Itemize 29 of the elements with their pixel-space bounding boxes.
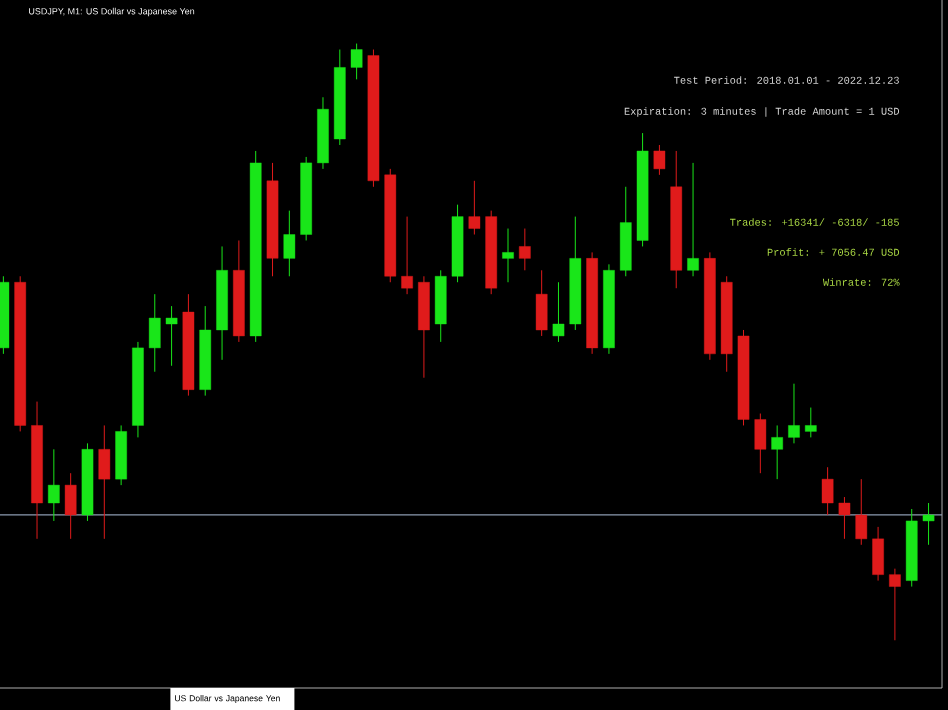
candlestick bbox=[922, 502, 935, 546]
candlestick bbox=[148, 293, 161, 373]
candlestick bbox=[502, 228, 514, 283]
candlestick bbox=[64, 472, 77, 540]
candlestick bbox=[855, 478, 868, 546]
candlestick bbox=[552, 281, 565, 343]
candlestick bbox=[115, 424, 127, 486]
candlestick bbox=[48, 448, 60, 522]
candlestick bbox=[519, 228, 531, 271]
candlestick bbox=[418, 275, 430, 379]
candlestick bbox=[889, 568, 901, 641]
candlestick bbox=[804, 407, 817, 438]
candlestick bbox=[872, 526, 884, 582]
candlestick bbox=[838, 496, 851, 540]
candlestick bbox=[754, 413, 767, 474]
candlestick bbox=[788, 383, 800, 444]
candlestick bbox=[821, 466, 834, 516]
candlestick bbox=[401, 216, 413, 295]
candlestick bbox=[283, 210, 296, 277]
candlestick bbox=[434, 269, 447, 343]
candlestick bbox=[350, 43, 363, 80]
candlestick bbox=[535, 269, 548, 337]
candlestick bbox=[165, 305, 178, 367]
candlestick bbox=[619, 186, 632, 277]
candlestick bbox=[687, 162, 699, 277]
candlestick bbox=[98, 424, 111, 540]
candlestick bbox=[653, 144, 666, 176]
candlestick bbox=[468, 180, 481, 235]
candlestick bbox=[771, 424, 783, 480]
